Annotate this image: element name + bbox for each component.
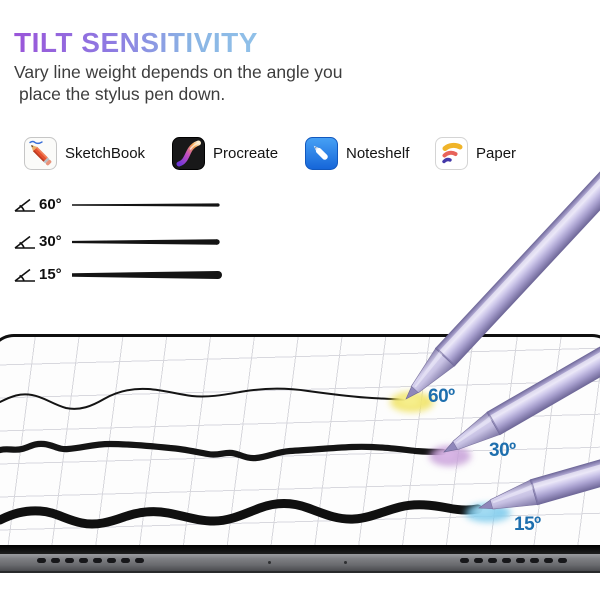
procreate-app-icon [172,137,205,170]
angle-icon [14,198,35,212]
mic-hole [268,561,271,564]
app-item-noteshelf: Noteshelf [305,137,409,170]
subtitle: Vary line weight depends on the angle yo… [14,61,343,106]
app-label: Paper [476,145,517,162]
pen-angle-label-30: 30º [489,440,516,461]
app-label: Noteshelf [346,145,410,162]
app-item-sketchbook: SketchBook [24,137,145,170]
noteshelf-app-icon [305,137,338,170]
line-weight-sample-medium [71,238,220,245]
app-label: Procreate [213,145,279,162]
speaker-grille-left [37,558,144,563]
angle-row-15: 15° [14,266,224,283]
speaker-grille-right [460,558,567,563]
screw-hole [344,561,347,564]
sketchbook-app-icon [24,137,57,170]
subtitle-line-1: Vary line weight depends on the angle yo… [14,62,343,82]
line-weight-sample-thick [71,270,222,279]
angle-row-label: 15° [39,266,62,283]
app-label: SketchBook [65,145,146,162]
angle-row-label: 60° [39,196,62,213]
angle-row-30: 30° [14,233,222,250]
tablet-bezel-edge [0,545,600,554]
page-title: TILT SENSITIVITY [14,27,258,58]
angle-icon [14,268,35,282]
subtitle-line-2: place the stylus pen down. [19,84,226,105]
app-item-paper: Paper [435,137,516,170]
pen-angle-label-60: 60º [428,386,455,407]
app-item-procreate: Procreate [172,137,278,170]
angle-icon [14,235,35,249]
line-weight-sample-thin [71,202,220,207]
tablet-side-frame [0,554,600,573]
angle-row-label: 30° [39,233,62,250]
angle-row-60: 60° [14,196,222,213]
pen-angle-label-15: 15º [514,514,541,535]
paper-app-icon [435,137,468,170]
